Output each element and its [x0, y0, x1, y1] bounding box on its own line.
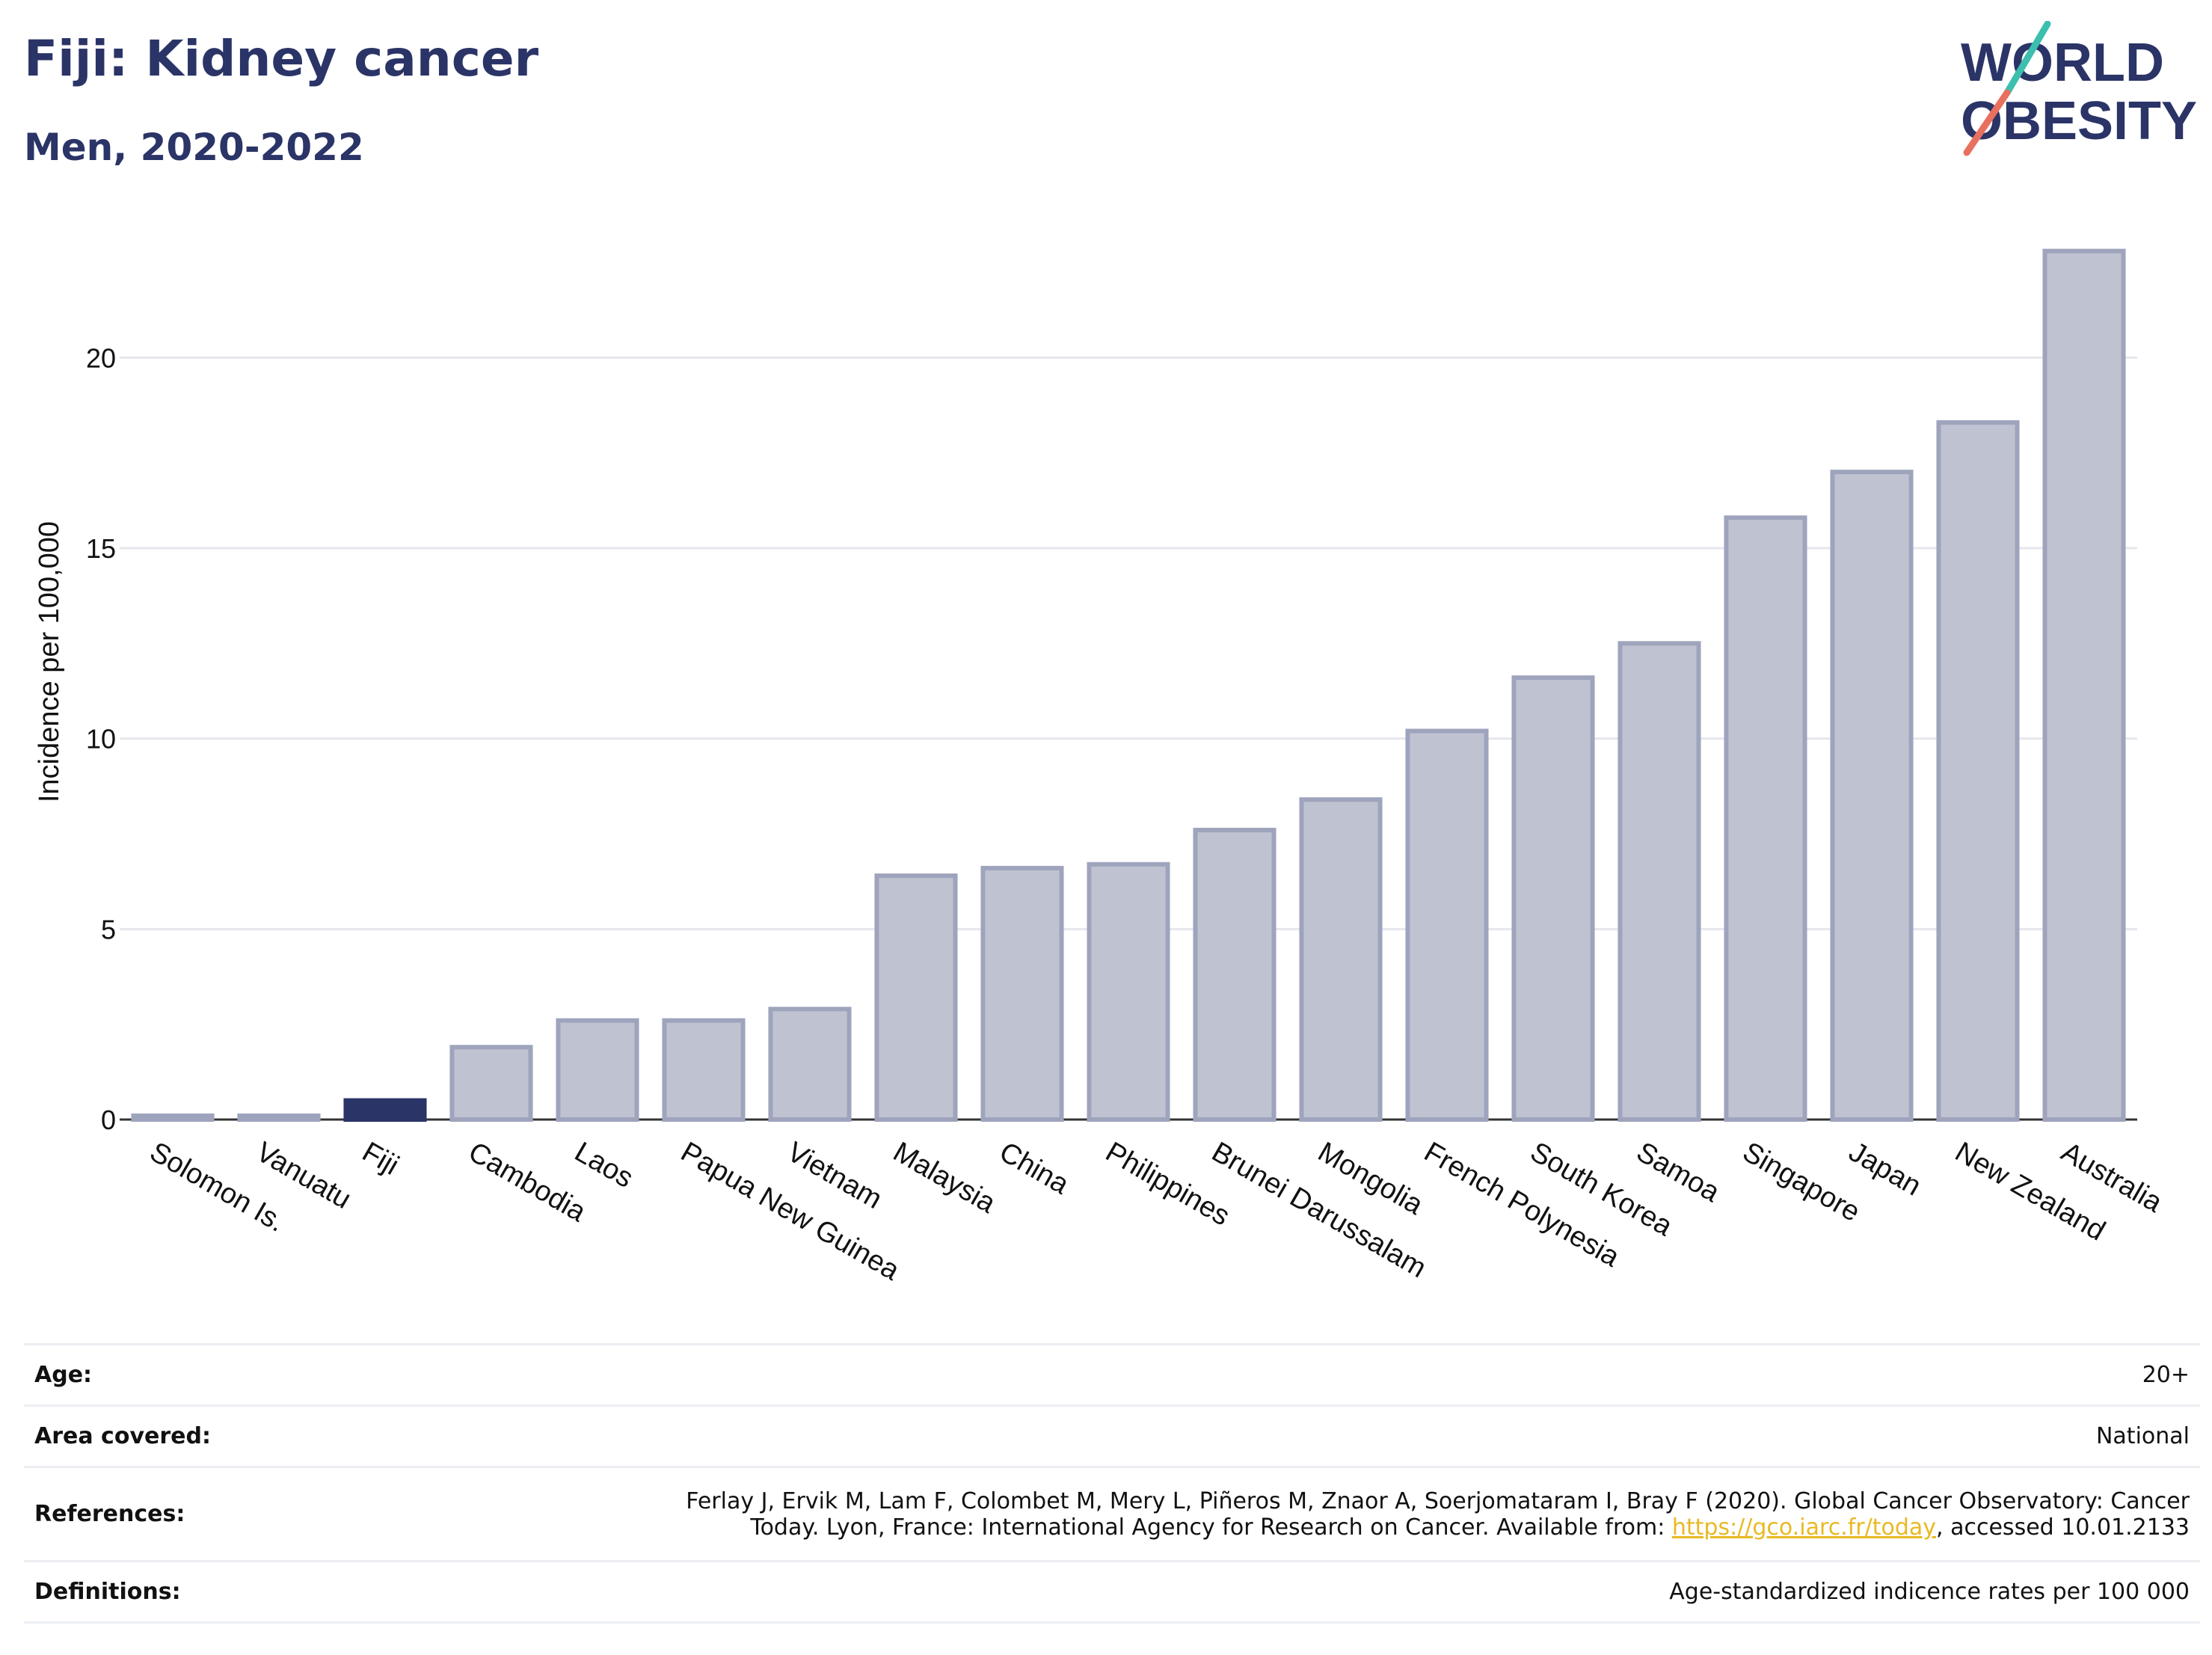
- bar-mongolia: [1299, 797, 1383, 1123]
- age-label: Age:: [24, 1343, 269, 1406]
- definitions-label: Definitions:: [24, 1560, 269, 1624]
- x-tick-label: Cambodia: [463, 1136, 592, 1228]
- bar-samoa: [1617, 641, 1701, 1122]
- x-tick-label: French Polynesia: [1419, 1136, 1625, 1274]
- y-tick-label: 10: [86, 724, 116, 755]
- references-value: Ferlay J, Ervik M, Lam F, Colombet M, Me…: [269, 1466, 2200, 1562]
- bar-fiji: [343, 1098, 427, 1122]
- area-label: Area covered:: [24, 1404, 269, 1467]
- x-tick-label: Japan: [1843, 1136, 1926, 1202]
- bar-vanuatu: [237, 1113, 321, 1122]
- bar-japan: [1830, 470, 1914, 1122]
- references-line2-post: , accessed 10.01.2133: [1936, 1514, 2190, 1541]
- bar-malaysia: [874, 873, 958, 1123]
- logo-slash-coral: [1963, 89, 2011, 156]
- bar-philippines: [1087, 862, 1170, 1122]
- chart-subtitle: Men, 2020-2022: [24, 126, 364, 169]
- references-line2-pre: Today. Lyon, France: International Agenc…: [750, 1514, 1672, 1541]
- bar-south-korea: [1511, 675, 1595, 1122]
- bar-brunei-darussalam: [1193, 827, 1276, 1123]
- logo-text-world: WORLD: [1961, 33, 2164, 93]
- bar-laos: [556, 1018, 639, 1122]
- bars-layer: [131, 248, 2126, 1123]
- y-tick-label: 20: [86, 343, 116, 373]
- bar-vietnam: [768, 1007, 852, 1123]
- bar-china: [980, 865, 1064, 1122]
- y-tick-label: 15: [86, 533, 116, 564]
- info-row-age: Age: 20+: [24, 1343, 2200, 1406]
- y-tick-label: 0: [101, 1105, 116, 1135]
- x-tick-label: China: [994, 1136, 1075, 1200]
- y-axis-label: Incidence per 100,000: [34, 521, 65, 802]
- x-tick-label: Fiji: [357, 1136, 404, 1182]
- bar-cambodia: [449, 1045, 533, 1123]
- references-line2: Today. Lyon, France: International Agenc…: [280, 1514, 2190, 1541]
- references-link[interactable]: https://gco.iarc.fr/today: [1671, 1514, 1937, 1541]
- info-row-area: Area covered: National: [24, 1404, 2200, 1467]
- age-value: 20+: [269, 1343, 2200, 1406]
- bar-solomon-is: [131, 1113, 215, 1122]
- area-value: National: [269, 1404, 2200, 1467]
- bar-papua-new-guinea: [662, 1018, 746, 1122]
- bar-french-polynesia: [1405, 728, 1489, 1122]
- logo-slash-teal: [2003, 21, 2051, 96]
- world-obesity-logo: WORLD OBESITY: [1961, 21, 2197, 156]
- references-label: References:: [24, 1466, 269, 1562]
- chart-title: Fiji: Kidney cancer: [24, 30, 539, 87]
- bar-new-zealand: [1936, 420, 2020, 1122]
- x-tick-label: Singapore: [1737, 1136, 1865, 1228]
- x-tick-label: Laos: [569, 1136, 638, 1194]
- bar-australia: [2042, 248, 2126, 1123]
- bar-singapore: [1724, 515, 1807, 1122]
- info-row-definitions: Definitions: Age-standardized indicence …: [24, 1560, 2200, 1624]
- references-line1: Ferlay J, Ervik M, Lam F, Colombet M, Me…: [686, 1487, 2190, 1514]
- info-row-references: References: Ferlay J, Ervik M, Lam F, Co…: [24, 1466, 2200, 1562]
- x-tick-label: Malaysia: [888, 1136, 1001, 1220]
- info-table: Age: 20+ Area covered: National Referenc…: [24, 1343, 2200, 1624]
- definitions-value: Age-standardized indicence rates per 100…: [269, 1560, 2200, 1624]
- y-tick-label: 5: [101, 914, 116, 945]
